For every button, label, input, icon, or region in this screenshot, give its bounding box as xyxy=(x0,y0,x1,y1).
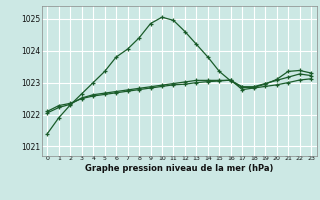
X-axis label: Graphe pression niveau de la mer (hPa): Graphe pression niveau de la mer (hPa) xyxy=(85,164,273,173)
